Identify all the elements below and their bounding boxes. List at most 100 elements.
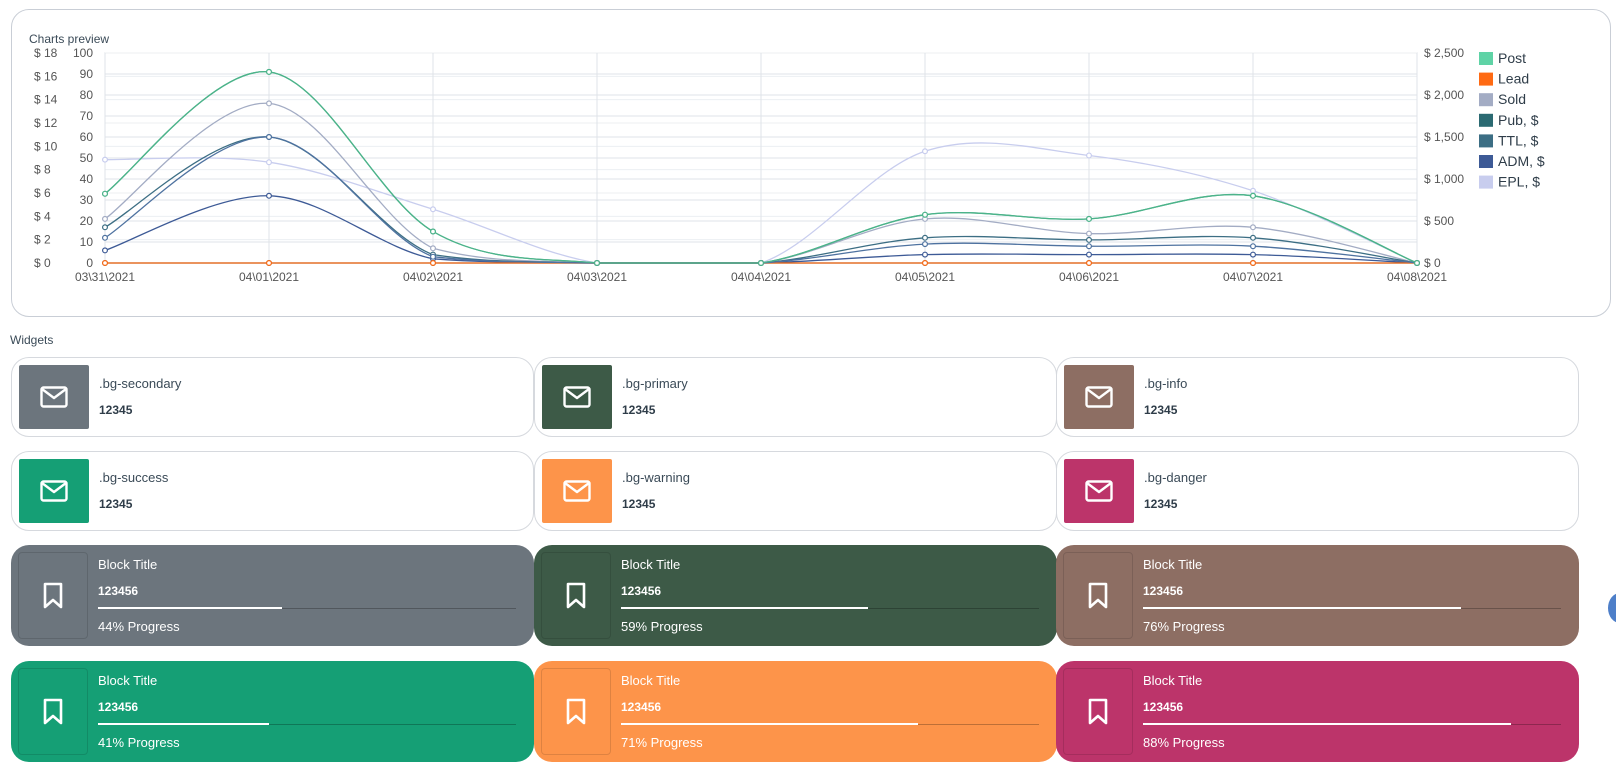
legend-item-label[interactable]: Lead — [1498, 71, 1529, 87]
y-money-tick-label: $ 8 — [34, 163, 51, 177]
progress-block[interactable]: Block Title 123456 88% Progress — [1056, 661, 1579, 762]
legend-item-label[interactable]: Sold — [1498, 91, 1526, 107]
legend-swatch — [1479, 72, 1493, 86]
data-point — [921, 260, 928, 267]
block-value: 123456 — [621, 584, 662, 598]
data-point — [1413, 260, 1420, 267]
progress-block[interactable]: Block Title 123456 59% Progress — [534, 545, 1057, 646]
widget-card[interactable]: .bg-info 12345 — [1056, 357, 1579, 437]
data-point — [101, 224, 108, 231]
envelope-icon — [1064, 365, 1134, 429]
data-point — [430, 228, 437, 235]
legend-item-label[interactable]: Pub, $ — [1498, 112, 1539, 128]
bookmark-icon — [541, 552, 611, 639]
x-tick-label: 04\02\2021 — [403, 270, 463, 284]
data-point — [430, 245, 437, 252]
data-point — [1249, 234, 1256, 241]
y-money-tick-label: $ 12 — [34, 116, 58, 130]
widget-card[interactable]: .bg-success 12345 — [11, 451, 534, 531]
legend-item-label[interactable]: Post — [1498, 50, 1526, 66]
y-left-tick-label: 90 — [80, 67, 94, 81]
progress-block[interactable]: Block Title 123456 41% Progress — [11, 661, 534, 762]
y-left-tick-label: 40 — [80, 172, 94, 186]
x-tick-label: 04\05\2021 — [895, 270, 955, 284]
data-point — [921, 241, 928, 248]
x-tick-label: 04\04\2021 — [731, 270, 791, 284]
progress-fill — [621, 723, 918, 725]
block-value: 123456 — [98, 700, 139, 714]
progress-track — [98, 723, 516, 725]
legend-item-label[interactable]: TTL, $ — [1498, 132, 1539, 148]
progress-text: 71% Progress — [621, 735, 703, 750]
legend-swatch — [1479, 134, 1493, 148]
data-point — [101, 190, 108, 197]
y-left-tick-label: 80 — [80, 88, 94, 102]
data-point — [1249, 224, 1256, 231]
chart-card: Charts preview $ 0 $ 2 $ 4 $ 6 $ 8 $ 10 $ 12 $ … — [11, 9, 1611, 317]
data-point — [1085, 230, 1092, 237]
data-point — [266, 192, 273, 199]
progress-track — [621, 607, 1039, 609]
widget-value: 12345 — [622, 403, 656, 417]
data-point — [1249, 243, 1256, 250]
legend-item-label[interactable]: ADM, $ — [1498, 153, 1545, 169]
data-point — [266, 68, 273, 75]
data-point — [1249, 187, 1256, 194]
y-left-tick-label: 50 — [80, 151, 94, 165]
block-title: Block Title — [621, 557, 681, 572]
widget-value: 12345 — [622, 497, 656, 511]
y-left-tick-label: 20 — [80, 214, 94, 228]
data-point — [101, 156, 108, 163]
progress-fill — [98, 607, 282, 609]
data-point — [430, 253, 437, 260]
widget-label: .bg-secondary — [99, 376, 182, 391]
block-title: Block Title — [1143, 673, 1203, 688]
widget-card[interactable]: .bg-warning 12345 — [534, 451, 1057, 531]
chat-bubble-button[interactable] — [1608, 593, 1616, 623]
legend-item-label[interactable]: EPL, $ — [1498, 174, 1540, 190]
data-point — [266, 133, 273, 140]
y-money-tick-label: $ 10 — [34, 139, 58, 153]
progress-block[interactable]: Block Title 123456 44% Progress — [11, 545, 534, 646]
data-point — [101, 234, 108, 241]
data-point — [921, 234, 928, 241]
series-post-top — [101, 68, 1420, 267]
progress-track — [621, 723, 1039, 725]
widget-label: .bg-primary — [622, 376, 688, 391]
bookmark-icon — [18, 668, 88, 755]
legend-swatch — [1479, 93, 1493, 107]
data-point — [593, 260, 600, 267]
data-point — [101, 215, 108, 222]
widget-label: .bg-success — [99, 470, 169, 485]
widget-card[interactable]: .bg-secondary 12345 — [11, 357, 534, 437]
widget-value: 12345 — [1144, 403, 1178, 417]
data-point — [1249, 260, 1256, 267]
data-point — [921, 148, 928, 155]
y-money-tick-label: $ 0 — [34, 256, 51, 270]
envelope-icon — [542, 459, 612, 523]
y-money-tick-label: $ 4 — [34, 209, 51, 223]
x-tick-label: 04\07\2021 — [1223, 270, 1283, 284]
progress-block[interactable]: Block Title 123456 76% Progress — [1056, 545, 1579, 646]
block-value: 123456 — [1143, 584, 1184, 598]
widget-card[interactable]: .bg-primary 12345 — [534, 357, 1057, 437]
widgets-section-title: Widgets — [10, 333, 54, 347]
data-point — [1085, 152, 1092, 159]
y-right-tick-label: $ 500 — [1424, 214, 1454, 228]
data-point — [266, 100, 273, 107]
block-value: 123456 — [1143, 700, 1184, 714]
widget-card[interactable]: .bg-danger 12345 — [1056, 451, 1579, 531]
legend-swatch — [1479, 113, 1493, 127]
data-point — [430, 206, 437, 213]
envelope-icon — [542, 365, 612, 429]
x-tick-label: 04\03\2021 — [567, 270, 627, 284]
legend-swatch — [1479, 155, 1493, 168]
data-point — [1249, 251, 1256, 258]
progress-text: 59% Progress — [621, 619, 703, 634]
progress-block[interactable]: Block Title 123456 71% Progress — [534, 661, 1057, 762]
data-point — [266, 159, 273, 166]
block-title: Block Title — [98, 673, 158, 688]
data-point — [266, 260, 273, 267]
data-point — [101, 247, 108, 254]
y-money-tick-label: $ 16 — [34, 69, 58, 83]
